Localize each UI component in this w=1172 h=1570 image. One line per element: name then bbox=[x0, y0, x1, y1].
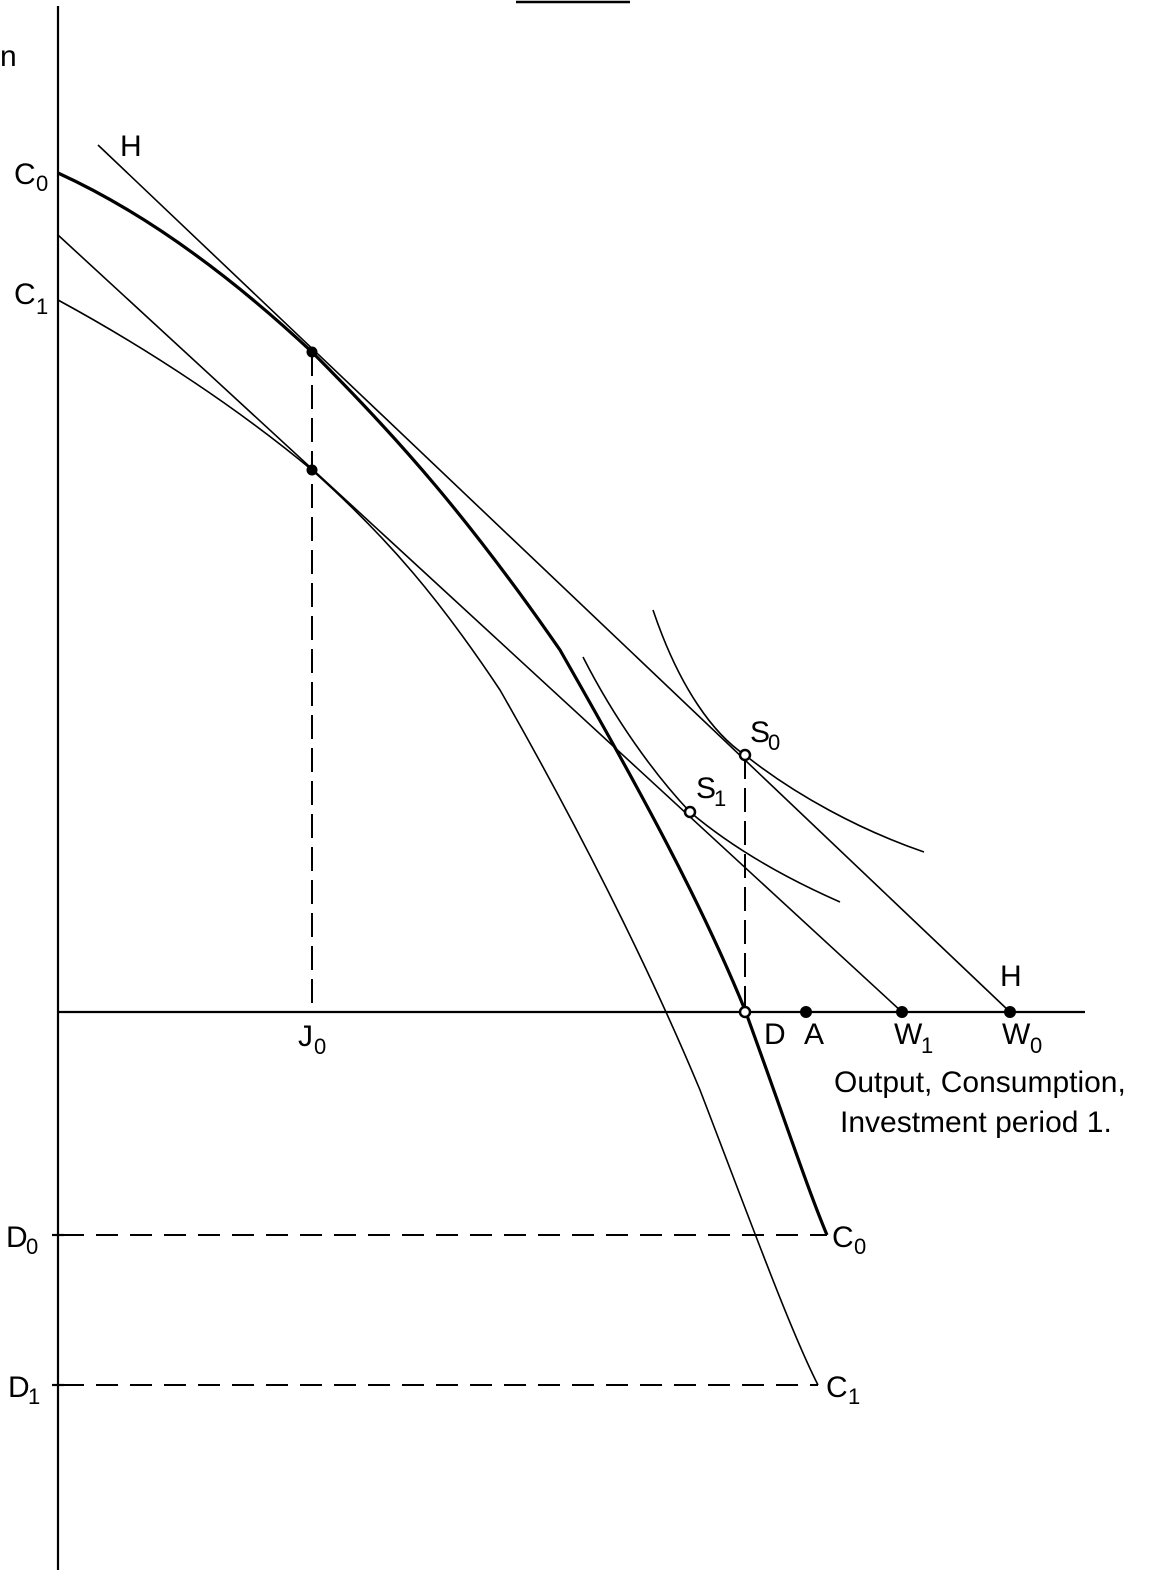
c0-h-tangent-point bbox=[306, 346, 318, 358]
s0-label: S bbox=[750, 716, 770, 749]
d1-sub: 1 bbox=[28, 1384, 40, 1409]
d0-label: D bbox=[6, 1221, 28, 1254]
h-line-top-label: H bbox=[120, 130, 142, 163]
top-edge-char: n bbox=[0, 40, 17, 73]
a-point-label: A bbox=[804, 1018, 824, 1051]
c0-curve-top-sub: 0 bbox=[36, 171, 48, 196]
j0-sub: 0 bbox=[314, 1034, 326, 1059]
c1-curve-top-label: C bbox=[14, 278, 36, 311]
c0-transformation-curve bbox=[57, 171, 829, 1236]
c1-transformation-curve bbox=[57, 299, 819, 1386]
h-budget-line bbox=[97, 144, 1011, 1013]
w1-label: W bbox=[894, 1018, 923, 1051]
w1-sub: 1 bbox=[921, 1033, 933, 1058]
s0-point bbox=[738, 748, 752, 762]
s1-point bbox=[683, 805, 697, 819]
x-axis-label-line2: Investment period 1. bbox=[840, 1106, 1112, 1139]
c1-curve-top-sub: 1 bbox=[36, 294, 48, 319]
c0-curve-bottom-label: C bbox=[832, 1221, 854, 1254]
w1-budget-line bbox=[57, 234, 903, 1013]
d-point bbox=[738, 1005, 752, 1019]
w0-point bbox=[1004, 1006, 1016, 1018]
x-axis-label-line1: Output, Consumption, bbox=[834, 1066, 1126, 1099]
s1-label: S bbox=[696, 772, 716, 805]
w0-sub: 0 bbox=[1030, 1033, 1042, 1058]
c1-w1-tangent-point bbox=[306, 464, 318, 476]
j0-label: J bbox=[298, 1020, 313, 1053]
c0-curve-bottom-sub: 0 bbox=[854, 1234, 866, 1259]
a-point bbox=[800, 1006, 812, 1018]
c0-curve-top-label: C bbox=[14, 158, 36, 191]
w0-label: W bbox=[1002, 1018, 1031, 1051]
w1-point bbox=[896, 1006, 908, 1018]
c1-curve-bottom-sub: 1 bbox=[848, 1384, 860, 1409]
s0-sub: 0 bbox=[768, 730, 780, 755]
c1-curve-bottom-label: C bbox=[826, 1371, 848, 1404]
s1-sub: 1 bbox=[714, 786, 726, 811]
d1-label: D bbox=[8, 1371, 30, 1404]
d0-sub: 0 bbox=[26, 1234, 38, 1259]
h-line-bottom-label: H bbox=[1000, 960, 1022, 993]
d-point-label: D bbox=[764, 1018, 786, 1051]
